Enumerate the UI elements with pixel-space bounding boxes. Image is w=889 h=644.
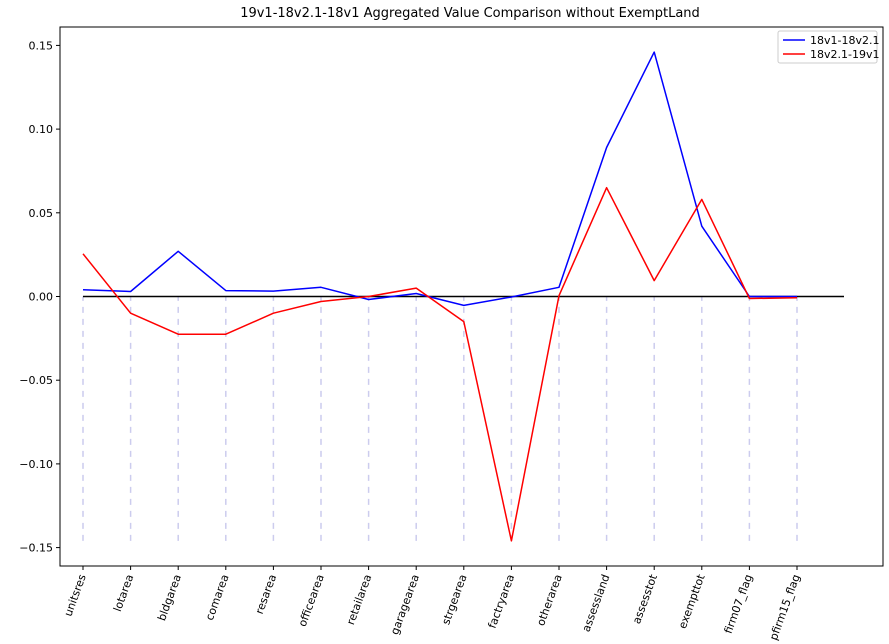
x-tick-label: resarea — [253, 573, 279, 616]
x-tick-label: pfirm15_flag — [767, 573, 803, 642]
x-tick-label: comarea — [203, 573, 232, 623]
x-tick-label: firm07_flag — [722, 573, 755, 636]
x-tick-label: unitsres — [62, 572, 89, 618]
y-tick-label: 0.10 — [29, 123, 54, 136]
x-axis: unitsres lotarea bldgarea comarea resarea off… — [62, 566, 803, 642]
x-tick-label: otherarea — [534, 573, 565, 628]
legend-label-2: 18v2.1-19v1 — [810, 48, 879, 61]
y-tick-label: 0.05 — [29, 207, 54, 220]
x-tick-label: garagearea — [388, 573, 422, 637]
x-tick-label: assesstot — [630, 572, 660, 626]
x-tick-label: retailarea — [344, 573, 374, 627]
x-tick-label: strgearea — [439, 573, 469, 627]
y-tick-label: 0.00 — [29, 291, 54, 304]
legend-label-1: 18v1-18v2.1 — [810, 34, 879, 47]
x-tick-label: lotarea — [111, 573, 136, 614]
y-tick-label: −0.15 — [19, 542, 53, 555]
series-lines — [82, 51, 798, 542]
chart-title: 19v1-18v2.1-18v1 Aggregated Value Compar… — [240, 6, 700, 21]
y-tick-label: −0.10 — [19, 458, 53, 471]
series-line-1 — [82, 51, 797, 307]
y-tick-label: 0.15 — [29, 39, 54, 52]
series-line-2 — [82, 186, 798, 542]
guide-lines — [82, 296, 798, 541]
x-tick-label: factryarea — [486, 573, 518, 631]
x-tick-label: assessland — [580, 573, 613, 634]
legend-box — [777, 30, 878, 64]
y-axis: −0.15 −0.10 −0.05 0.00 0.05 0.10 0.15 — [19, 39, 60, 555]
x-tick-label: officearea — [296, 573, 327, 629]
y-tick-label: −0.05 — [19, 374, 53, 387]
x-tick-label: exempttot — [676, 572, 708, 631]
x-tick-label: bldgarea — [155, 573, 184, 623]
